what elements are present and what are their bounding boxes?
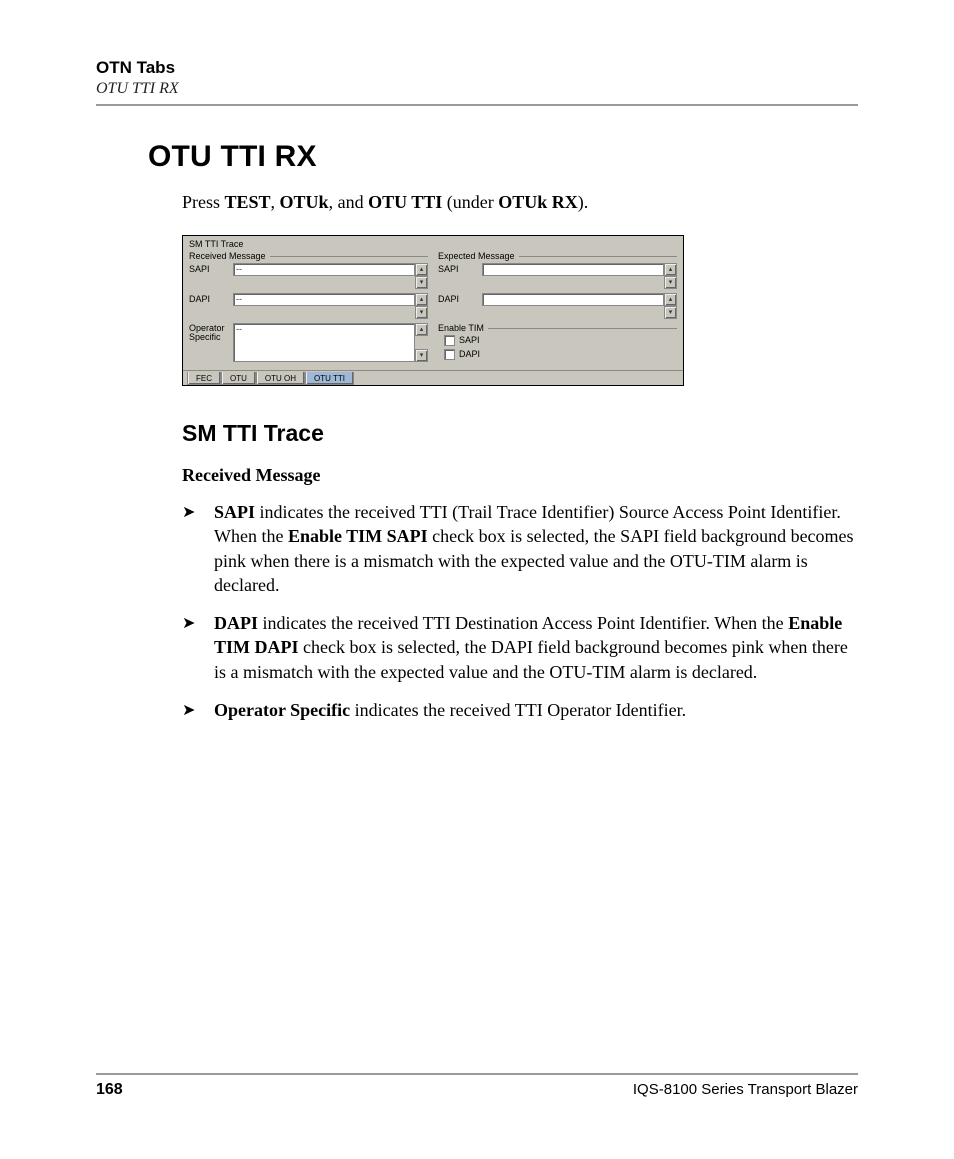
expected-header: Expected Message bbox=[438, 251, 515, 261]
scroll-down-icon[interactable]: ▾ bbox=[664, 276, 677, 289]
expected-message-group: Expected Message SAPI ▴ ▾ bbox=[438, 249, 677, 366]
checkbox-label: DAPI bbox=[459, 349, 480, 359]
group-rule bbox=[270, 256, 428, 257]
bullet-text: check box is selected, the DAPI field ba… bbox=[214, 637, 848, 681]
intro-text: Press bbox=[182, 192, 225, 212]
expected-dapi-field[interactable] bbox=[482, 293, 664, 306]
subsection-title: SM TTI Trace bbox=[182, 420, 858, 447]
intro-suffix: ). bbox=[578, 192, 589, 212]
page-number: 168 bbox=[96, 1081, 123, 1099]
received-dapi-field[interactable]: -- bbox=[233, 293, 415, 306]
scroll-down-icon[interactable]: ▾ bbox=[415, 276, 428, 289]
scroll-up-icon[interactable]: ▴ bbox=[415, 293, 428, 306]
group-rule bbox=[488, 328, 677, 329]
bullet-lead: Operator Specific bbox=[214, 700, 350, 720]
op-label-line2: Specific bbox=[189, 332, 221, 342]
intro-test: TEST bbox=[225, 192, 271, 212]
enable-tim-sapi-row: SAPI bbox=[444, 335, 677, 346]
group-title: SM TTI Trace bbox=[189, 239, 677, 249]
received-header: Received Message bbox=[189, 251, 266, 261]
scroll-up-icon[interactable]: ▴ bbox=[415, 263, 428, 276]
header-divider bbox=[96, 104, 858, 106]
tabs-bar: FEC OTU OTU OH OTU TTI bbox=[183, 370, 683, 385]
page-footer: 168 IQS-8100 Series Transport Blazer bbox=[96, 1073, 858, 1099]
tab-otu-oh[interactable]: OTU OH bbox=[256, 372, 305, 385]
enable-tim-dapi-row: DAPI bbox=[444, 349, 677, 360]
list-item: Operator Specific indicates the received… bbox=[182, 698, 858, 722]
sapi-label: SAPI bbox=[438, 263, 478, 274]
tab-fec[interactable]: FEC bbox=[187, 372, 221, 385]
dapi-label: DAPI bbox=[438, 293, 478, 304]
run-in-heading: Received Message bbox=[182, 465, 858, 486]
bullet-bold: Enable TIM SAPI bbox=[288, 526, 428, 546]
scroll-up-icon[interactable]: ▴ bbox=[664, 263, 677, 276]
section-title: OTU TTI RX bbox=[148, 140, 858, 174]
intro-sep: , bbox=[271, 192, 280, 212]
intro-mid: (under bbox=[442, 192, 498, 212]
intro-otutti: OTU TTI bbox=[368, 192, 442, 212]
footer-divider bbox=[96, 1073, 858, 1075]
header-section-path: OTU TTI RX bbox=[96, 80, 858, 98]
bullet-lead: SAPI bbox=[214, 502, 255, 522]
bullet-text: indicates the received TTI Operator Iden… bbox=[350, 700, 686, 720]
tab-otu[interactable]: OTU bbox=[221, 372, 256, 385]
intro-otuk: OTUk bbox=[280, 192, 329, 212]
scroll-up-icon[interactable]: ▴ bbox=[664, 293, 677, 306]
scroll-up-icon[interactable]: ▴ bbox=[415, 323, 428, 336]
bullet-list: SAPI indicates the received TTI (Trail T… bbox=[182, 500, 858, 722]
scroll-down-icon[interactable]: ▾ bbox=[415, 349, 428, 362]
bullet-lead: DAPI bbox=[214, 613, 258, 633]
expected-sapi-field[interactable] bbox=[482, 263, 664, 276]
scroll-down-icon[interactable]: ▾ bbox=[664, 306, 677, 319]
group-rule bbox=[519, 256, 677, 257]
dapi-label: DAPI bbox=[189, 293, 229, 304]
intro-otukrx: OTUk RX bbox=[498, 192, 578, 212]
intro-paragraph: Press TEST, OTUk, and OTU TTI (under OTU… bbox=[182, 192, 858, 213]
received-sapi-field[interactable]: -- bbox=[233, 263, 415, 276]
checkbox-label: SAPI bbox=[459, 335, 480, 345]
bullet-text: indicates the received TTI Destination A… bbox=[258, 613, 788, 633]
enable-tim-dapi-checkbox[interactable] bbox=[444, 349, 455, 360]
operator-specific-label: Operator Specific bbox=[189, 323, 229, 343]
intro-sep: , and bbox=[329, 192, 369, 212]
page-content: OTU TTI RX Press TEST, OTUk, and OTU TTI… bbox=[96, 140, 858, 722]
enable-tim-sapi-checkbox[interactable] bbox=[444, 335, 455, 346]
tab-otu-tti[interactable]: OTU TTI bbox=[305, 372, 354, 385]
list-item: SAPI indicates the received TTI (Trail T… bbox=[182, 500, 858, 597]
sm-tti-trace-screenshot: SM TTI Trace Received Message SAPI -- ▴ bbox=[182, 235, 684, 386]
sapi-label: SAPI bbox=[189, 263, 229, 274]
received-message-group: Received Message SAPI -- ▴ ▾ bbox=[189, 249, 428, 366]
scroll-down-icon[interactable]: ▾ bbox=[415, 306, 428, 319]
product-name: IQS-8100 Series Transport Blazer bbox=[633, 1081, 858, 1098]
list-item: DAPI indicates the received TTI Destinat… bbox=[182, 611, 858, 684]
header-chapter: OTN Tabs bbox=[96, 58, 858, 78]
running-header: OTN Tabs OTU TTI RX bbox=[96, 58, 858, 106]
received-operator-field[interactable]: -- bbox=[233, 323, 415, 362]
enable-tim-header: Enable TIM bbox=[438, 323, 484, 333]
